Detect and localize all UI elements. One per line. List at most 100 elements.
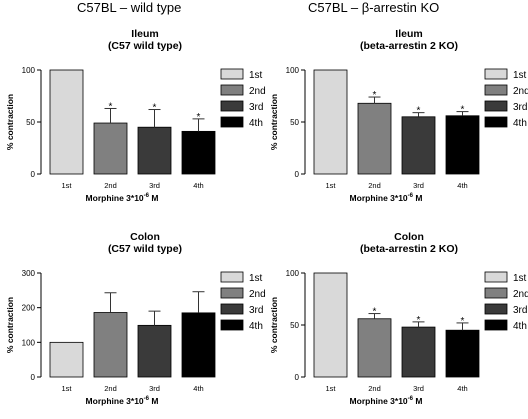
chart-plot-area: 0 50 100 % contraction 1st * 2nd * 3rd * 4th Morphi… <box>269 66 528 203</box>
y-tick-label: 0 <box>295 170 300 179</box>
x-tick-label: 1st <box>325 384 336 393</box>
left-column-heading: C57BL – wild type <box>77 0 182 15</box>
y-tick-label: 100 <box>286 269 300 278</box>
significance-marker: * <box>373 307 377 318</box>
x-tick-label: 2nd <box>104 384 117 393</box>
legend-swatch-1st <box>220 271 244 283</box>
bar-3rd <box>137 126 172 175</box>
significance-marker: * <box>373 90 377 101</box>
x-axis-label-unit: M <box>149 396 158 406</box>
y-tick-label: 100 <box>286 66 300 75</box>
bar-1st <box>49 341 84 378</box>
y-tick-label: 300 <box>22 269 36 278</box>
y-tick-label: 50 <box>26 118 35 127</box>
bar-1st <box>313 69 348 175</box>
x-axis-label-superscript: -6 <box>144 396 150 402</box>
x-tick-label: 2nd <box>368 181 381 190</box>
legend-label: 2nd <box>249 289 266 300</box>
bar-3rd <box>137 324 172 378</box>
chart-subtitle: (beta-arrestin 2 KO) <box>359 243 459 255</box>
y-axis-label: % contraction <box>269 94 279 150</box>
legend-label: 3rd <box>249 305 263 316</box>
chart-title-block: Ileum (C57 wild type) <box>60 28 230 52</box>
x-tick-label: 1st <box>61 384 72 393</box>
chart-subtitle: (C57 wild type) <box>107 40 183 52</box>
x-axis-label-unit: M <box>413 193 422 203</box>
x-tick-label: 2nd <box>368 384 381 393</box>
legend-label: 1st <box>513 273 527 284</box>
legend-label: 4th <box>249 321 263 332</box>
x-axis-label-superscript: -6 <box>144 193 150 199</box>
chart-plot-area: 0 50 100 % contraction 1st * 2nd * 3rd * 4th Morphi… <box>5 66 266 203</box>
significance-marker: * <box>197 112 201 123</box>
legend-swatch-4th <box>220 116 244 128</box>
significance-marker: * <box>109 101 113 112</box>
legend-label: 2nd <box>513 86 528 97</box>
x-tick-label: 3rd <box>413 181 424 190</box>
x-tick-label: 4th <box>193 384 203 393</box>
x-axis-label-superscript: -6 <box>408 193 414 199</box>
chart-plot-area: 0 50 100 % contraction 1st * 2nd * 3rd * 4th Morphi… <box>269 269 528 406</box>
y-tick-label: 50 <box>290 118 299 127</box>
legend-label: 1st <box>249 70 263 81</box>
x-tick-label: 3rd <box>413 384 424 393</box>
bar-4th <box>445 329 480 378</box>
x-tick-label: 4th <box>457 384 467 393</box>
legend-swatch-3rd <box>484 100 508 112</box>
legend-label: 3rd <box>513 102 527 113</box>
chart-title: Colon <box>394 231 424 243</box>
x-tick-label: 4th <box>193 181 203 190</box>
chart-title: Colon <box>130 231 160 243</box>
x-tick-label: 3rd <box>149 181 160 190</box>
legend-swatch-3rd <box>484 303 508 315</box>
y-tick-label: 0 <box>295 373 300 382</box>
legend-label: 2nd <box>249 86 266 97</box>
x-tick-label: 2nd <box>104 181 117 190</box>
chart-title-block: Colon (C57 wild type) <box>60 231 230 255</box>
x-axis-label: Morphine 3*10-6 M <box>86 396 159 406</box>
chart-colon-beta-arrestin-ko: Colon (beta-arrestin 2 KO) 0 50 100 % contr… <box>264 231 528 407</box>
chart-title: Ileum <box>131 28 159 40</box>
chart-subtitle: (C57 wild type) <box>107 243 183 255</box>
bar-4th <box>181 130 216 175</box>
chart-plot-area: 0 100 200 300 % contraction 1st 2nd 3rd 4th Morph… <box>5 269 266 406</box>
legend-swatch-3rd <box>220 303 244 315</box>
legend-swatch-4th <box>220 319 244 331</box>
legend-swatch-2nd <box>484 84 508 96</box>
bar-1st <box>49 69 84 175</box>
legend-swatch-2nd <box>220 287 244 299</box>
y-axis-label: % contraction <box>5 94 15 150</box>
y-axis-label: % contraction <box>5 297 15 353</box>
x-axis-label: Morphine 3*10-6 M <box>350 193 423 203</box>
chart-title-block: Ileum (beta-arrestin 2 KO) <box>324 28 494 52</box>
x-axis-label-text: Morphine 3*10 <box>86 396 144 406</box>
bar-4th <box>445 115 480 175</box>
legend-label: 4th <box>513 118 527 129</box>
legend-label: 2nd <box>513 289 528 300</box>
x-axis-label-text: Morphine 3*10 <box>350 396 408 406</box>
x-axis-label-text: Morphine 3*10 <box>86 193 144 203</box>
y-tick-label: 200 <box>22 304 36 313</box>
legend-label: 4th <box>513 321 527 332</box>
x-axis-label-unit: M <box>149 193 158 203</box>
significance-marker: * <box>417 315 421 326</box>
x-axis-label-superscript: -6 <box>408 396 414 402</box>
y-tick-label: 0 <box>31 170 36 179</box>
x-axis-label: Morphine 3*10-6 M <box>350 396 423 406</box>
y-tick-label: 100 <box>22 338 36 347</box>
legend-swatch-3rd <box>220 100 244 112</box>
x-axis-label: Morphine 3*10-6 M <box>86 193 159 203</box>
legend-swatch-1st <box>484 271 508 283</box>
x-tick-label: 1st <box>61 181 72 190</box>
legend-label: 1st <box>513 70 527 81</box>
bar-2nd <box>93 312 128 378</box>
y-tick-label: 50 <box>290 321 299 330</box>
legend-label: 3rd <box>249 102 263 113</box>
bar-2nd <box>357 318 392 378</box>
x-axis-label-unit: M <box>413 396 422 406</box>
x-tick-label: 1st <box>325 181 336 190</box>
significance-marker: * <box>417 106 421 117</box>
legend-swatch-4th <box>484 319 508 331</box>
legend-label: 4th <box>249 118 263 129</box>
legend-swatch-1st <box>484 68 508 80</box>
